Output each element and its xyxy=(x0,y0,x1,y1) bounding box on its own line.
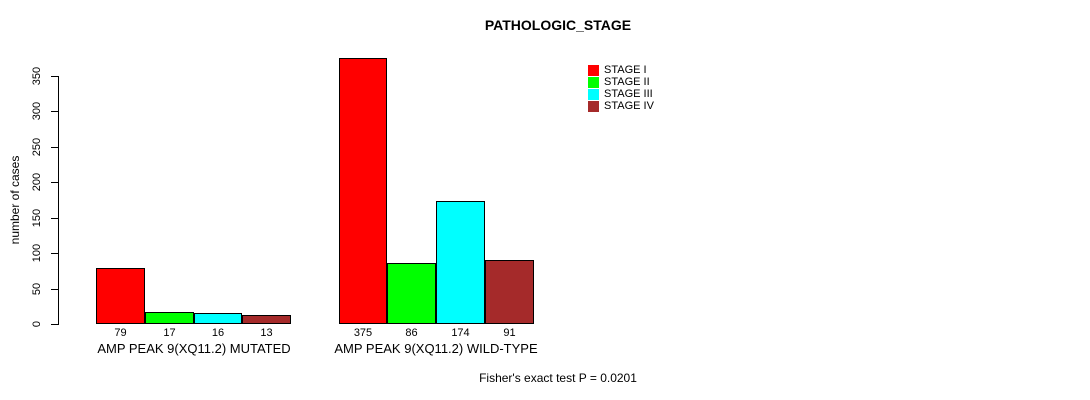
bar xyxy=(485,260,534,324)
annotation-text: Fisher's exact test P = 0.0201 xyxy=(479,371,637,385)
bar-value-label: 91 xyxy=(503,327,516,339)
legend-label: STAGE III xyxy=(604,88,653,100)
group-label: AMP PEAK 9(XQ11.2) WILD-TYPE xyxy=(334,341,538,356)
legend-swatch xyxy=(588,64,599,76)
y-tick-label: 300 xyxy=(31,101,43,121)
bar-value-label: 375 xyxy=(353,327,373,339)
legend-swatch xyxy=(588,88,599,100)
y-axis-label: number of cases xyxy=(8,155,22,245)
bar xyxy=(194,313,242,324)
group-label: AMP PEAK 9(XQ11.2) MUTATED xyxy=(97,341,291,356)
bar xyxy=(242,315,291,324)
y-tick-label: 150 xyxy=(31,208,43,228)
y-tick xyxy=(51,147,58,148)
y-tick xyxy=(51,289,58,290)
y-tick xyxy=(51,76,58,77)
y-tick-label: 0 xyxy=(31,320,43,328)
legend-item: STAGE IV xyxy=(588,100,654,112)
y-axis-line xyxy=(58,76,59,325)
bar-value-label: 17 xyxy=(163,327,176,339)
legend-label: STAGE IV xyxy=(604,100,654,112)
bar xyxy=(96,268,145,324)
y-tick xyxy=(51,253,58,254)
y-tick xyxy=(51,111,58,112)
y-tick-label: 50 xyxy=(31,282,43,296)
bar xyxy=(145,312,194,324)
y-tick-label: 200 xyxy=(31,172,43,192)
bar xyxy=(436,201,485,324)
chart-title: PATHOLOGIC_STAGE xyxy=(484,17,632,33)
y-tick-label: 250 xyxy=(31,137,43,157)
legend-swatch xyxy=(588,100,599,112)
legend-label: STAGE I xyxy=(604,64,647,76)
bar-value-label: 16 xyxy=(211,327,225,339)
legend-item: STAGE II xyxy=(588,76,654,88)
bar-value-label: 174 xyxy=(451,327,470,339)
bar-value-label: 79 xyxy=(114,327,127,339)
y-tick xyxy=(51,218,58,219)
bar-value-label: 86 xyxy=(405,327,418,339)
legend-item: STAGE III xyxy=(588,88,654,100)
legend-label: STAGE II xyxy=(604,76,650,88)
bar-value-label: 13 xyxy=(260,327,273,339)
y-tick-label: 100 xyxy=(31,243,43,263)
y-tick xyxy=(51,324,58,325)
y-tick xyxy=(51,182,58,183)
legend-item: STAGE I xyxy=(588,64,654,76)
y-tick-label: 350 xyxy=(31,66,43,86)
bar xyxy=(387,263,436,324)
legend: STAGE I STAGE II STAGE III STAGE IV xyxy=(588,64,654,112)
legend-swatch xyxy=(588,76,599,88)
bar xyxy=(339,58,387,324)
